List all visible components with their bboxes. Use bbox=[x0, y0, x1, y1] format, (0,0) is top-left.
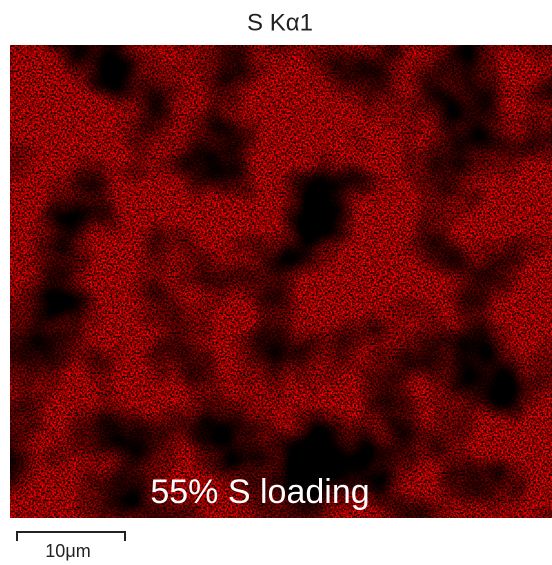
scale-bar bbox=[17, 532, 125, 541]
scale-bar-label: 10μm bbox=[45, 541, 90, 561]
eds-map bbox=[10, 45, 552, 518]
eds-map-figure: S Kα1 55% S loading 10μm bbox=[0, 0, 552, 565]
loading-caption: 55% S loading bbox=[150, 473, 369, 511]
page: S Kα1 55% S loading 10μm (() => { const … bbox=[0, 0, 552, 565]
map-title: S Kα1 bbox=[247, 9, 313, 36]
